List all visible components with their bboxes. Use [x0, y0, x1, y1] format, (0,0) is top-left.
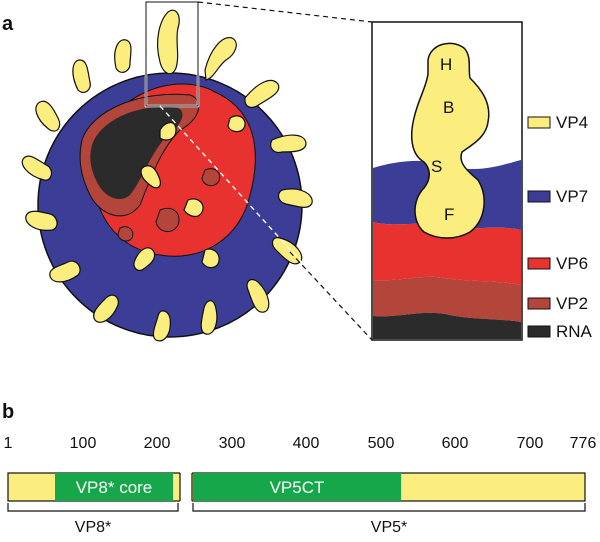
inset-vp2 — [373, 276, 521, 322]
domain-label-b: B — [443, 98, 454, 117]
tick-label: 200 — [144, 435, 171, 452]
inset-vp4-spike — [410, 42, 490, 239]
connector-line-top — [197, 1, 373, 23]
domain-vp5ct — [193, 473, 401, 501]
bracket-vp5 — [192, 503, 586, 512]
vp2-patch — [155, 207, 180, 233]
legend-label-vp4: VP4 — [556, 113, 588, 132]
tick-label: 500 — [368, 435, 395, 452]
legend-swatch-vp6 — [527, 257, 551, 270]
tick-label: 776 — [570, 435, 597, 452]
domain-label-s: S — [431, 157, 442, 176]
panel-b-label: b — [2, 401, 14, 423]
tick-label: 300 — [219, 435, 246, 452]
tick-label: 600 — [442, 435, 469, 452]
domain-label-h: H — [440, 55, 452, 74]
inset-rna — [373, 312, 521, 339]
legend-label-rna: RNA — [556, 322, 593, 341]
legend-swatch-vp4 — [527, 116, 551, 129]
legend-swatch-vp7 — [527, 190, 551, 203]
legend-swatch-vp2 — [527, 297, 551, 310]
legend-label-vp2: VP2 — [556, 294, 588, 313]
vp2-patch — [201, 168, 221, 187]
domain-label-f: F — [444, 205, 454, 224]
fragment-label-vp5: VP5* — [371, 519, 407, 536]
tick-label: 400 — [293, 435, 320, 452]
vp2-patch — [117, 226, 134, 242]
inset-vp6 — [373, 222, 521, 285]
domain-label-vp8-core: VP8* core — [76, 478, 153, 497]
zoom-region-outline — [145, 1, 199, 107]
domain-vp8-core — [55, 473, 173, 501]
protein-bar: VP8* core VP5CT — [7, 470, 586, 504]
legend-swatch-rna — [527, 325, 551, 338]
fragment-brackets: VP8* VP5* — [7, 503, 586, 536]
cleavage-gap — [180, 470, 192, 504]
legend-label-vp7: VP7 — [556, 187, 588, 206]
inset-panel: H B S F — [371, 21, 523, 341]
vp4-spikes — [21, 9, 313, 342]
virus-particle — [21, 9, 313, 342]
ruler: 1 100 200 300 400 500 600 700 776 — [4, 435, 597, 452]
panel-a-label: a — [2, 13, 14, 35]
bracket-vp8 — [7, 503, 179, 512]
connector-line-bottom — [289, 251, 373, 341]
tick-label: 1 — [4, 435, 13, 452]
legend-label-vp6: VP6 — [556, 254, 588, 273]
domain-label-vp5ct: VP5CT — [270, 478, 325, 497]
legend: VP4 VP7 VP6 VP2 RNA — [527, 113, 593, 341]
fragment-label-vp8: VP8* — [75, 519, 111, 536]
connector-line-bottom-inner — [159, 105, 373, 341]
tick-label: 100 — [70, 435, 97, 452]
tick-label: 700 — [517, 435, 544, 452]
